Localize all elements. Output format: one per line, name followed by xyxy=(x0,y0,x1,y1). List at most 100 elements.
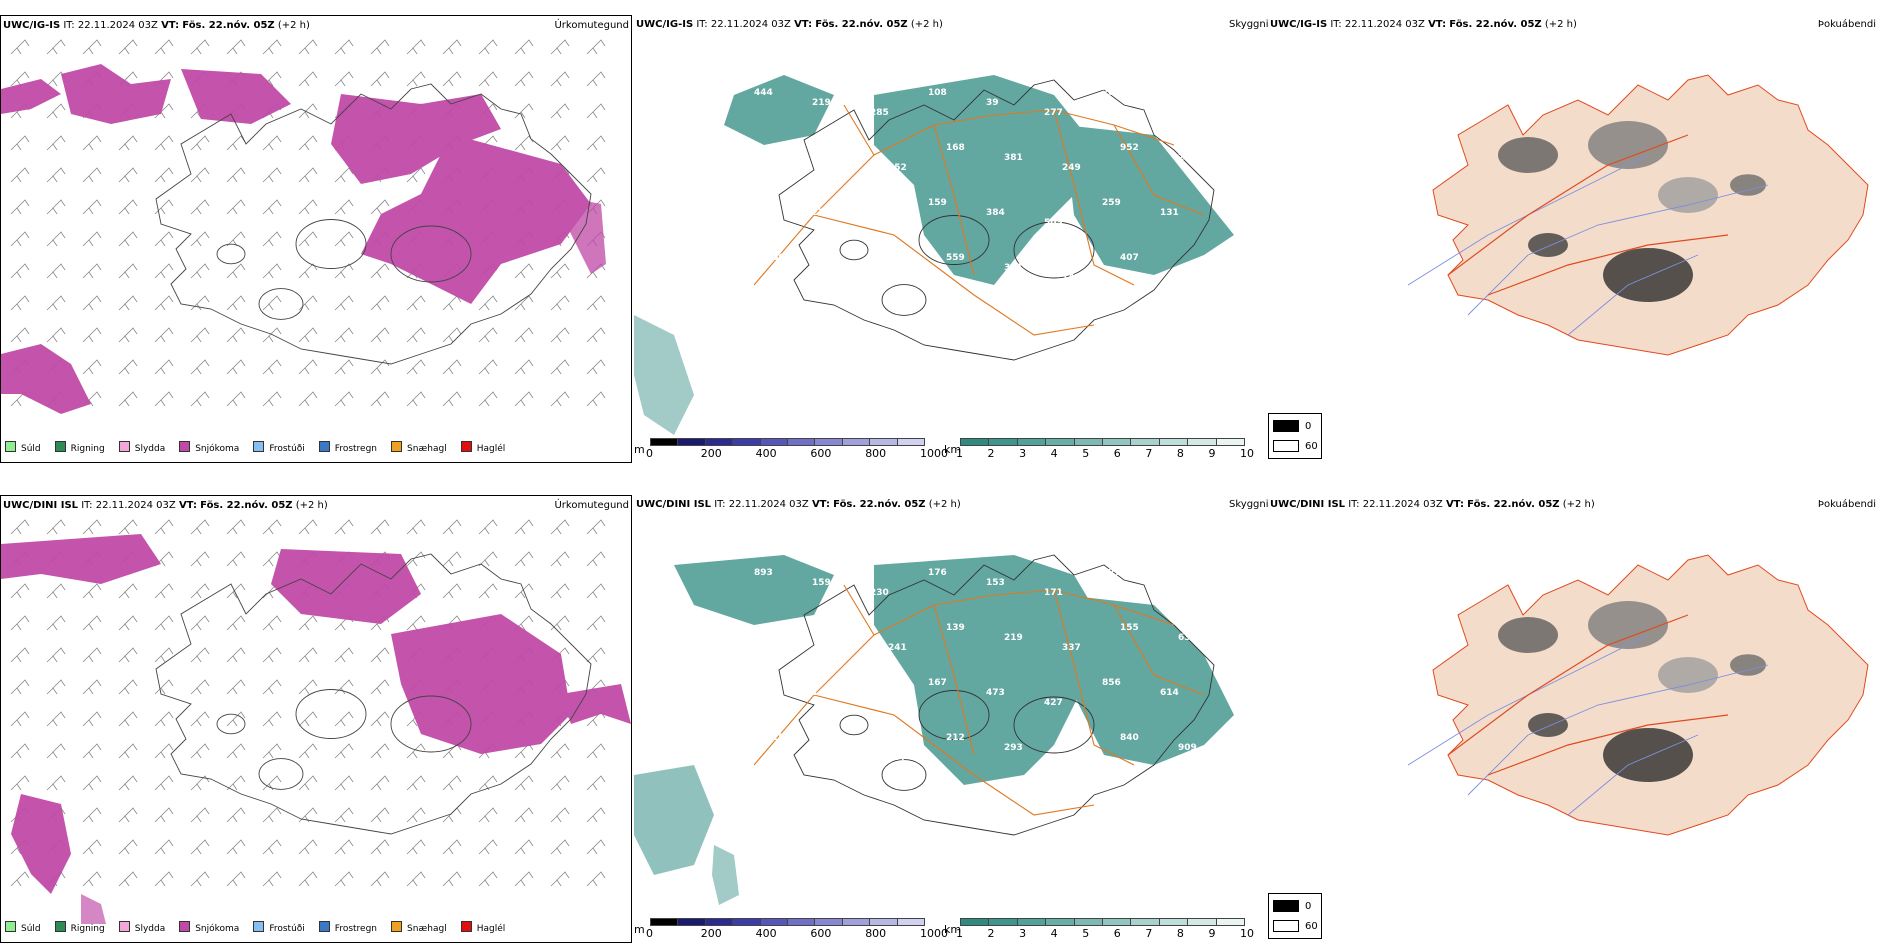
visibility-value: 559 xyxy=(946,253,965,263)
legend-swatch xyxy=(54,921,66,932)
colorbar-tick: 0 xyxy=(646,927,653,940)
visibility-value: 840 xyxy=(1120,733,1139,743)
colorbar-tick: 10 xyxy=(1240,447,1254,460)
visibility-value: 452 xyxy=(888,163,907,173)
visibility-value: 285 xyxy=(870,108,889,118)
row1-visibility-label: Skyggni xyxy=(1229,19,1269,30)
legend-item: Snjókoma xyxy=(179,441,239,454)
legend-swatch xyxy=(460,921,472,932)
visibility-value: 952 xyxy=(1120,143,1139,153)
colorbar-tick: 400 xyxy=(755,447,777,460)
visibility-value: 381 xyxy=(1004,153,1023,163)
visibility-value: 39 xyxy=(986,98,999,108)
colorbar-tick: 800 xyxy=(865,927,887,940)
row1-fog-legend: 0 60 xyxy=(1268,413,1322,459)
colorbar-tick: 4 xyxy=(1050,927,1058,940)
visibility-value: 278 xyxy=(1062,753,1081,763)
row1-height-colorbar: m 0 200 400 600 800 1000 xyxy=(634,438,948,463)
legend-label: Súld xyxy=(21,444,41,454)
colorbar-tick: 200 xyxy=(700,447,722,460)
visibility-value: 893 xyxy=(754,568,773,578)
colorbar-segment xyxy=(1102,918,1132,926)
legend-label: Súld xyxy=(21,924,41,934)
colorbar-segment xyxy=(759,918,788,926)
row1-visibility-title: UWC/IG-IS IT: 22.11.2024 03Z VT: Fös. 22… xyxy=(636,19,943,30)
row1-ptype-panel: UWC/IG-IS IT: 22.11.2024 03Z VT: Fös. 22… xyxy=(0,15,632,463)
colorbar-tick: 4 xyxy=(1050,447,1058,460)
visibility-value: 227 xyxy=(1102,568,1121,578)
row1-visibility-panel: UWC/IG-IS IT: 22.11.2024 03Z VT: Fös. 22… xyxy=(634,15,1269,463)
legend-label: Rigning xyxy=(70,924,105,934)
row1-ptype-label: Úrkomutegund xyxy=(554,20,629,31)
colorbar-segment xyxy=(960,438,990,446)
colorbar-segment xyxy=(732,438,761,446)
colorbar-segment xyxy=(1016,918,1047,926)
visibility-value: 220 xyxy=(812,208,831,218)
legend-label: Snæhagl xyxy=(407,444,447,454)
colorbar-segment xyxy=(650,918,679,926)
legend-swatch xyxy=(253,921,265,932)
colorbar-segment xyxy=(814,438,843,446)
legend-label: Slydda xyxy=(134,444,166,454)
row2-visibility-label: Skyggni xyxy=(1229,499,1269,510)
legend-item: Rigning xyxy=(54,441,105,454)
row2-ptype-label: Úrkomutegund xyxy=(554,500,629,511)
visibility-value: 167 xyxy=(928,678,947,688)
visibility-value: 176 xyxy=(1160,578,1179,588)
legend-swatch xyxy=(318,921,330,932)
colorbar-tick: 7 xyxy=(1145,927,1153,940)
colorbar-segment xyxy=(677,438,706,446)
colorbar-tick: 7 xyxy=(1145,447,1153,460)
colorbar-segment xyxy=(841,918,871,926)
visibility-value: 168 xyxy=(946,143,965,153)
colorbar-tick: 6 xyxy=(1113,447,1121,460)
visibility-value: 473 xyxy=(986,688,1005,698)
colorbar-tick: 8 xyxy=(1176,447,1184,460)
colorbar-segment xyxy=(704,918,734,926)
visibility-value: 219 xyxy=(1004,633,1023,643)
colorbar-segment xyxy=(1045,438,1075,446)
visibility-value: 159 xyxy=(812,578,831,588)
colorbar-segment xyxy=(869,438,898,446)
legend-label: Frostúði xyxy=(269,924,305,934)
row2-ptype-map xyxy=(1,519,631,924)
visibility-value: 407 xyxy=(1120,253,1139,263)
row2-height-colorbar: m 0 200 400 600 800 1000 xyxy=(634,918,948,943)
row1-ptype-legend: Súld Rigning Slydda Snjókoma Frostúði Frostre… xyxy=(5,441,519,454)
visibility-value: 297 xyxy=(888,753,907,763)
legend-swatch xyxy=(54,441,66,452)
colorbar-segment xyxy=(1073,438,1103,446)
visibility-value: 298 xyxy=(1178,153,1197,163)
visibility-value: 884 xyxy=(772,623,791,633)
colorbar-tick: 600 xyxy=(810,447,832,460)
legend-item: Frostregn xyxy=(318,441,377,454)
colorbar-segment xyxy=(787,438,816,446)
legend-label: Snjókoma xyxy=(195,924,240,934)
row2-fog-label: Þokuábendi xyxy=(1817,499,1876,510)
visibility-value: 141 xyxy=(772,143,791,153)
colorbar-segment xyxy=(1187,438,1217,446)
colorbar-segment xyxy=(988,438,1018,446)
legend-swatch xyxy=(318,441,330,452)
visibility-value: 108 xyxy=(928,88,947,98)
legend-label: Haglél xyxy=(476,444,506,454)
legend-item: Súld xyxy=(5,921,41,934)
colorbar-tick: 9 xyxy=(1208,447,1216,460)
colorbar-segment xyxy=(1130,438,1160,446)
legend-label: Frostúði xyxy=(269,444,305,454)
legend-item: Slydda xyxy=(118,921,165,934)
colorbar-tick: 6 xyxy=(1113,927,1121,940)
row2-fog-panel: UWC/DINI ISL IT: 22.11.2024 03Z VT: Fös.… xyxy=(1268,495,1900,943)
row1-visibility-map: 444 219 285 108 39 277 287 205 141 258 452 168 381 24… xyxy=(634,75,1234,435)
legend-item: Frostúði xyxy=(253,441,305,454)
legend-swatch xyxy=(391,921,403,932)
visibility-value: 259 xyxy=(1102,198,1121,208)
colorbar-tick: 600 xyxy=(810,927,832,940)
colorbar-segment xyxy=(841,438,871,446)
colorbar-segment xyxy=(896,918,925,926)
legend-item: Súld xyxy=(5,441,41,454)
colorbar-segment xyxy=(814,918,843,926)
visibility-value: 254 xyxy=(772,733,791,743)
row1-ptype-map xyxy=(1,39,606,414)
visibility-value: 171 xyxy=(1044,588,1063,598)
